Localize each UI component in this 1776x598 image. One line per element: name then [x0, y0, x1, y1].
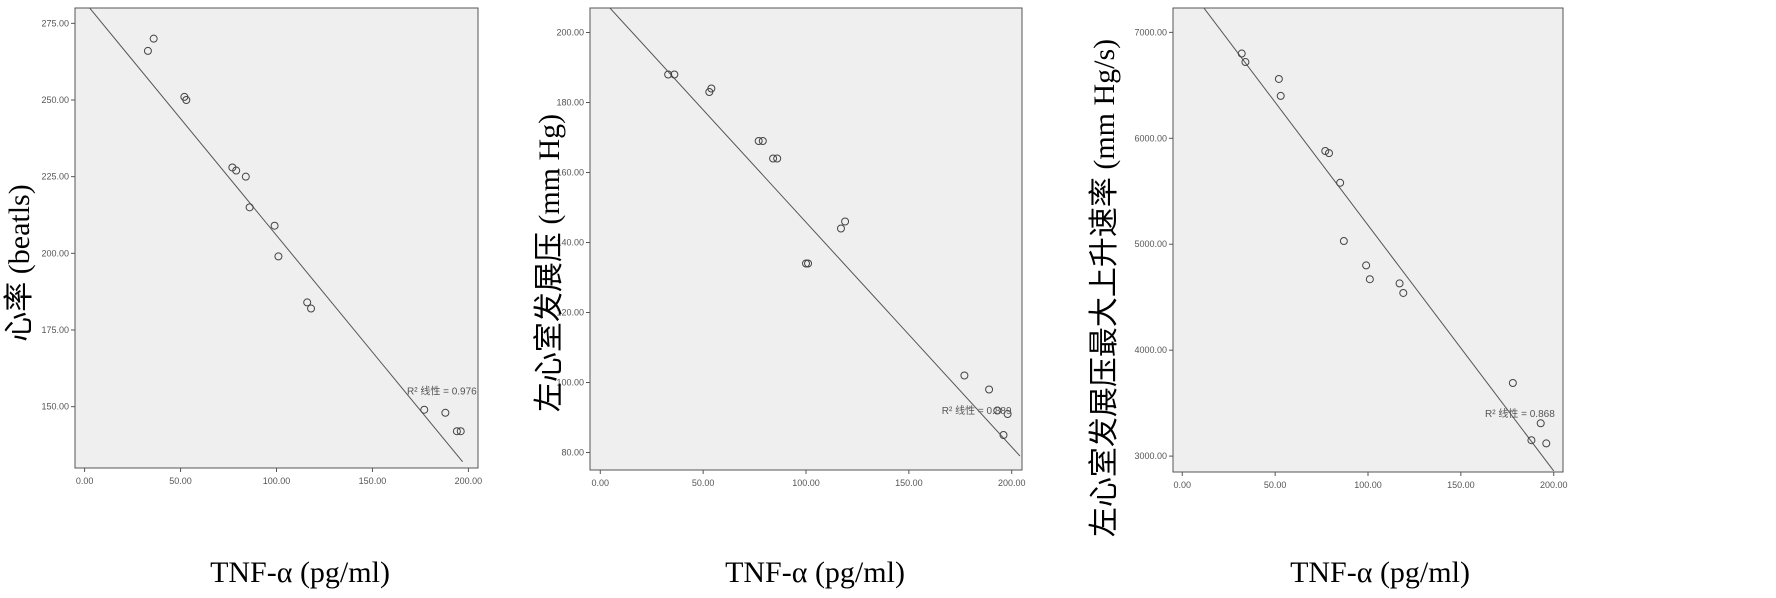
y-tick-label: 100.00	[556, 378, 584, 388]
data-point	[1508, 379, 1517, 388]
fit-line	[609, 8, 1021, 457]
y-tick-label: 120.00	[556, 308, 584, 318]
data-point	[1274, 74, 1283, 83]
data-point	[182, 96, 191, 104]
x-tick-label: 0.00	[76, 476, 94, 486]
x-axis-label: TNF-α (pg/ml)	[210, 556, 390, 589]
plot-area	[1172, 7, 1564, 473]
y-tick-label: 4000.00	[1134, 345, 1167, 355]
data-point	[1527, 436, 1536, 445]
y-tick-label: 250.00	[41, 95, 69, 105]
data-point	[1339, 237, 1348, 246]
data-point	[456, 427, 465, 436]
x-tick-label: 50.00	[692, 478, 715, 488]
data-point	[1399, 288, 1408, 297]
x-tick-label: 200.00	[1540, 480, 1568, 490]
r2-annotation: R² 线性 = 0.868	[1485, 407, 1555, 420]
data-point	[960, 371, 969, 380]
x-axis-label: TNF-α (pg/ml)	[725, 556, 905, 589]
y-axis-label: 左心室发展压最大上升速率 (mm Hg/s)	[1088, 38, 1121, 538]
data-point	[441, 408, 450, 417]
y-tick-label: 200.00	[41, 248, 69, 258]
x-axis-label: TNF-α (pg/ml)	[1290, 556, 1470, 589]
data-point	[303, 298, 312, 307]
y-axis-label: 左心室发展压 (mm Hg)	[533, 113, 566, 413]
data-point	[232, 166, 241, 175]
x-tick-label: 200.00	[998, 478, 1026, 488]
data-point	[985, 385, 994, 394]
data-point	[420, 405, 429, 414]
data-point	[758, 137, 767, 145]
y-tick-label: 275.00	[41, 18, 69, 28]
x-tick-label: 50.00	[169, 476, 192, 486]
data-point	[1362, 261, 1371, 270]
x-tick-label: 100.00	[263, 476, 291, 486]
data-point	[1395, 279, 1404, 288]
y-tick-label: 6000.00	[1134, 133, 1167, 143]
x-tick-label: 100.00	[1354, 480, 1382, 490]
data-point	[1536, 419, 1545, 428]
y-tick-label: 225.00	[41, 172, 69, 182]
data-point	[836, 224, 845, 233]
data-point	[1542, 439, 1551, 448]
data-point	[769, 154, 778, 163]
fit-line	[88, 8, 464, 463]
y-tick-label: 140.00	[556, 238, 584, 248]
y-tick-label: 80.00	[561, 448, 584, 458]
chart-plot-heart-rate: 0.00 50.00 100.00 150.00 200.00 150.00 175.00 2…	[41, 7, 483, 486]
data-point	[452, 427, 461, 436]
chart-plot-lvdp: 0.00 50.00 100.00 150.00 200.00 80.00 100.00 12…	[556, 7, 1026, 488]
x-tick-label: 100.00	[792, 478, 820, 488]
y-tick-label: 5000.00	[1134, 239, 1167, 249]
y-tick-label: 7000.00	[1134, 27, 1167, 37]
chart-panel-dpdt: 0.00 50.00 100.00 150.00 200.00 3000.00 4000.0…	[1075, 0, 1575, 598]
data-point	[149, 34, 158, 43]
data-point	[1336, 178, 1345, 187]
chart-plot-dpdt: 0.00 50.00 100.00 150.00 200.00 3000.00 4000.0…	[1134, 7, 1568, 490]
data-point	[999, 431, 1008, 439]
data-point	[307, 304, 316, 313]
data-point	[143, 46, 152, 55]
y-tick-label: 200.00	[556, 28, 584, 38]
y-axis-label: 心率 (beatls)	[3, 184, 36, 342]
x-tick-label: 50.00	[1264, 480, 1287, 490]
chart-panel-lvdp: 0.00 50.00 100.00 150.00 200.00 80.00 100.00 12…	[530, 0, 1030, 598]
data-point	[1276, 91, 1285, 100]
data-point	[664, 70, 673, 79]
data-point	[841, 217, 850, 226]
x-tick-label: 150.00	[895, 478, 923, 488]
data-point	[274, 252, 283, 261]
data-point	[1325, 149, 1333, 158]
y-tick-label: 180.00	[556, 98, 584, 108]
data-point	[1003, 410, 1012, 418]
x-tick-label: 150.00	[1447, 480, 1475, 490]
data-point	[993, 406, 1002, 415]
y-tick-label: 160.00	[556, 168, 584, 178]
x-tick-label: 0.00	[1174, 480, 1192, 490]
plot-area	[589, 7, 1023, 471]
data-point	[802, 259, 810, 268]
data-point	[1237, 49, 1246, 58]
data-point	[707, 84, 716, 93]
x-tick-label: 200.00	[455, 476, 483, 486]
data-point	[1365, 275, 1374, 284]
data-point	[670, 70, 679, 79]
plot-area	[74, 7, 479, 469]
fit-line	[1203, 8, 1555, 472]
y-tick-label: 175.00	[41, 325, 69, 335]
r2-annotation: R² 线性 = 0.976	[407, 384, 477, 397]
data-point	[804, 259, 813, 268]
data-point	[270, 221, 279, 230]
data-point	[773, 154, 782, 163]
x-tick-label: 0.00	[592, 478, 610, 488]
data-point	[241, 172, 250, 181]
data-point	[245, 203, 254, 212]
y-tick-label: 3000.00	[1134, 451, 1167, 461]
chart-panel-heart-rate: 0.00 50.00 100.00 150.00 200.00 150.00 175.00 2…	[0, 0, 483, 598]
data-point	[754, 137, 763, 145]
data-point	[1241, 58, 1250, 67]
y-tick-label: 150.00	[41, 402, 69, 412]
r2-annotation: R² 线性 = 0.889	[942, 404, 1012, 417]
x-tick-label: 150.00	[359, 476, 387, 486]
